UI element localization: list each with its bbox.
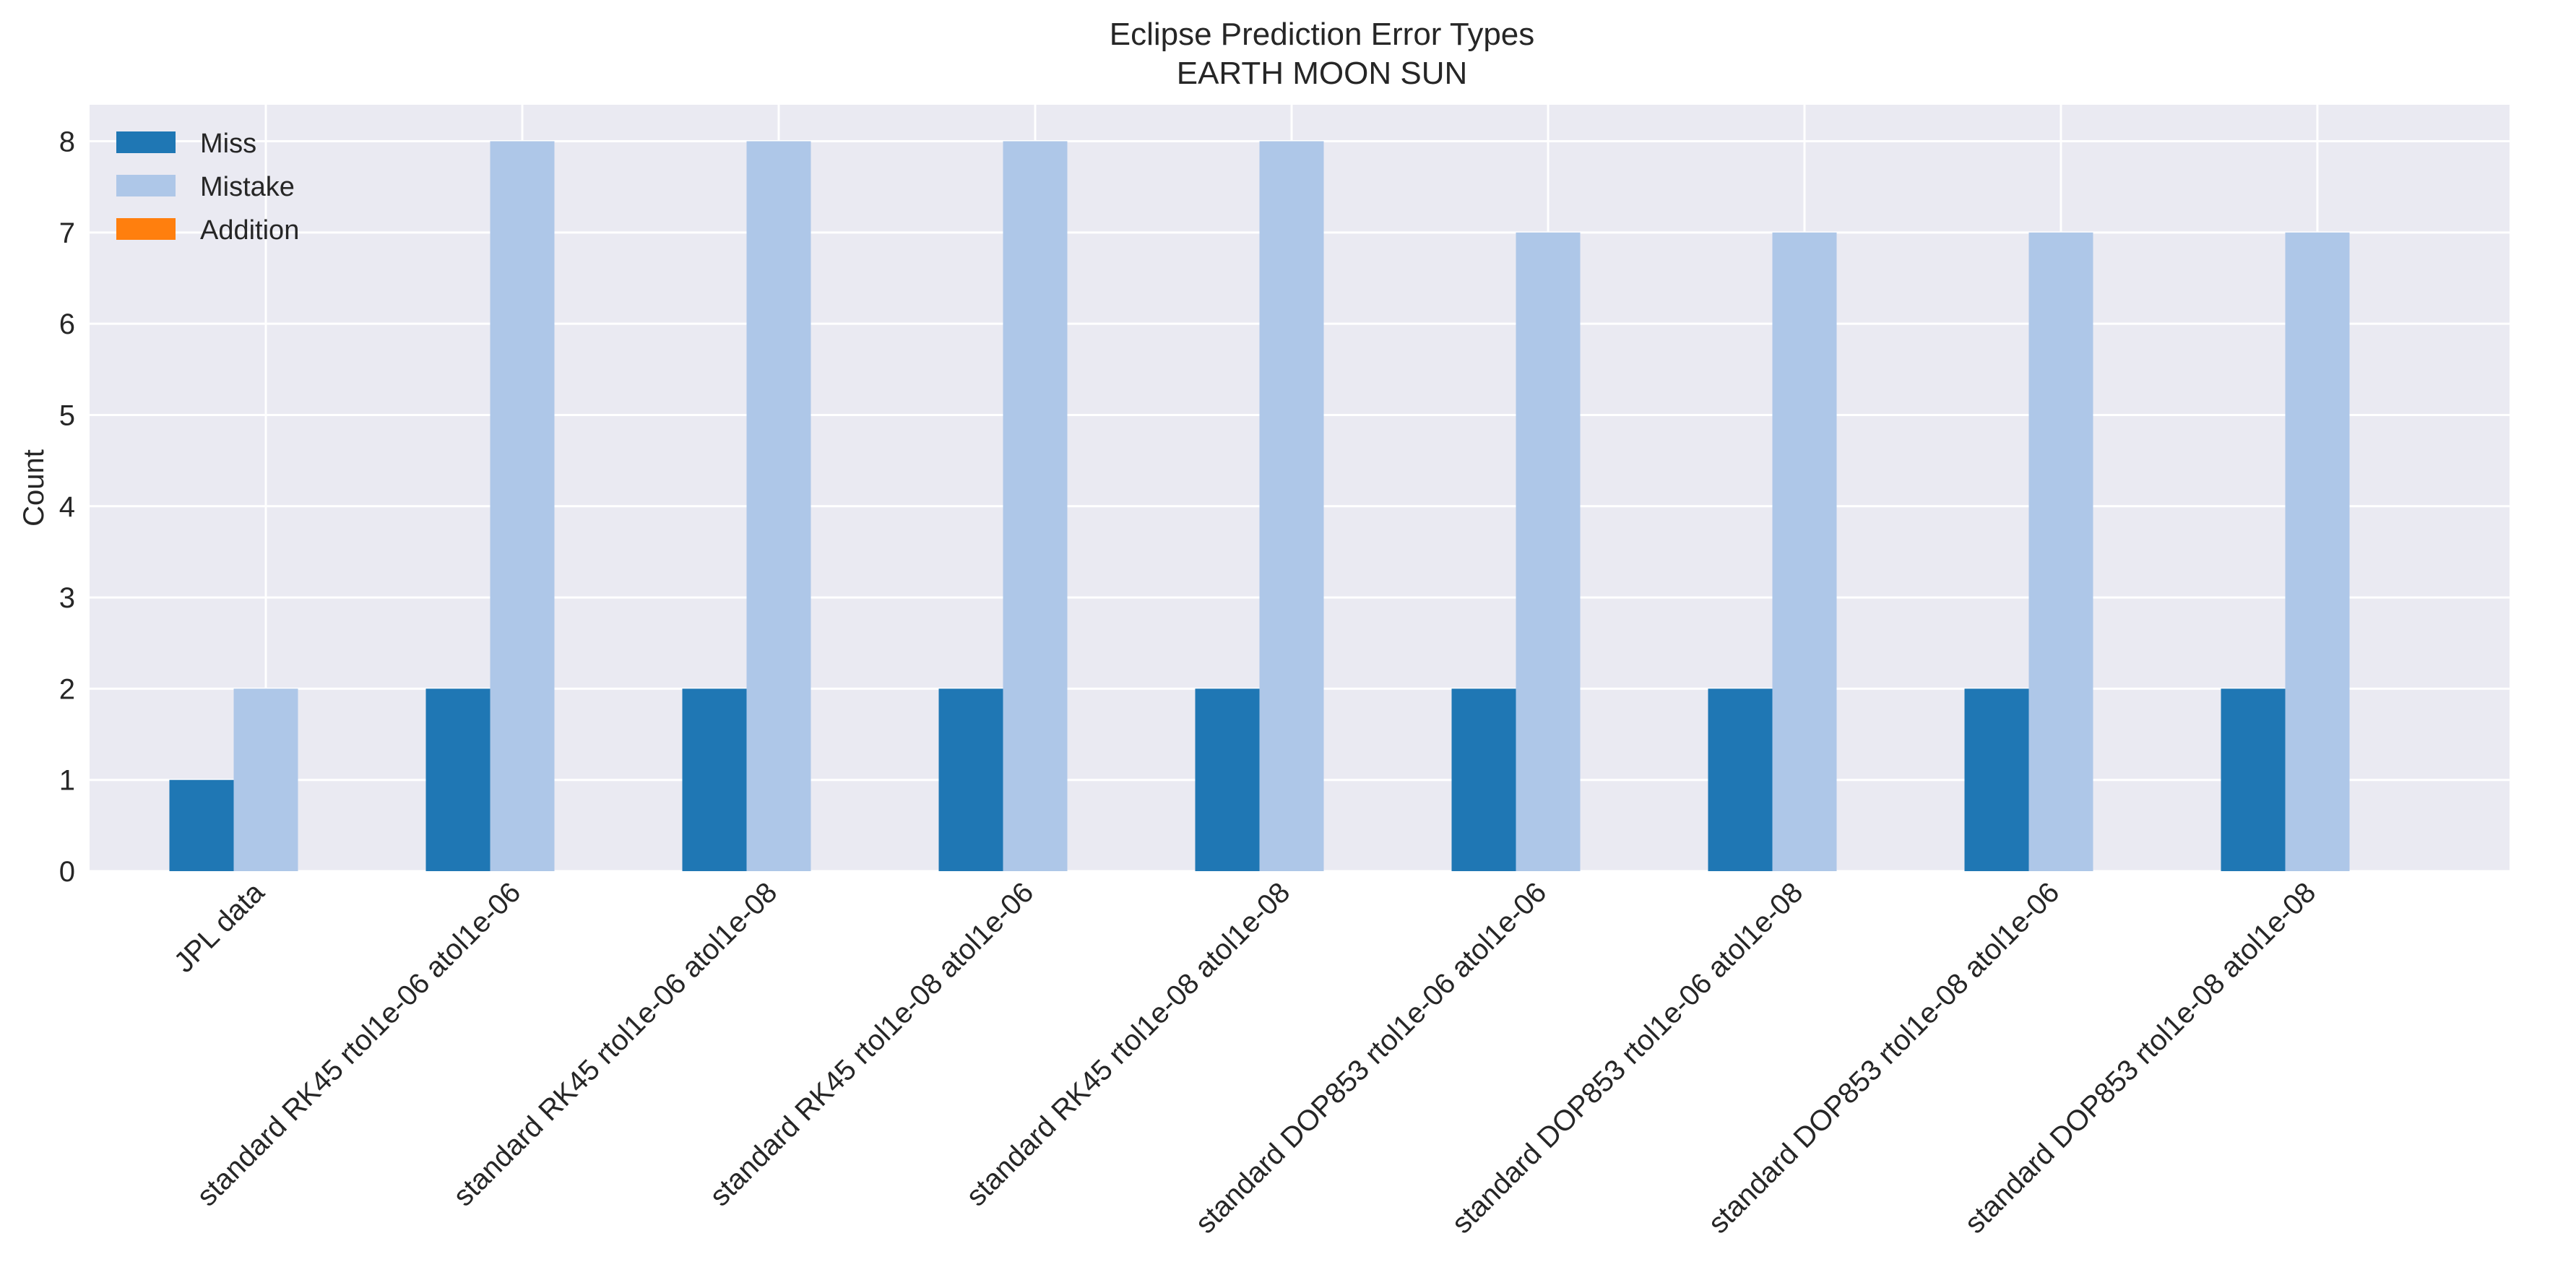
bar-miss (938, 688, 1003, 871)
legend-label-miss: Miss (200, 129, 256, 159)
bar-miss (2221, 688, 2286, 871)
bar-mistake (233, 688, 298, 871)
y-tick-label: 1 (59, 765, 75, 797)
bar-mistake (2028, 232, 2093, 871)
y-tick-label: 0 (59, 856, 75, 888)
chart-title: Eclipse Prediction Error Types (1110, 17, 1535, 52)
y-tick-label: 4 (59, 491, 75, 523)
bar-miss (682, 688, 747, 871)
bar-miss (1195, 688, 1260, 871)
y-axis-label: Count (18, 449, 50, 527)
bar-miss (425, 688, 490, 871)
y-tick-label: 6 (59, 308, 75, 340)
bar-miss (1964, 688, 2029, 871)
bar-mistake (1772, 232, 1837, 871)
bar-mistake (1516, 232, 1581, 871)
bar-mistake (1259, 141, 1324, 871)
y-tick-label: 2 (59, 673, 75, 705)
legend-swatch-addition (116, 218, 176, 240)
bar-miss (169, 779, 234, 871)
y-tick-label: 8 (59, 126, 75, 158)
y-tick-label: 7 (59, 217, 75, 249)
legend-label-addition: Addition (200, 215, 299, 246)
bar-mistake (2285, 232, 2350, 871)
legend: Miss Mistake Addition (116, 129, 299, 246)
bar-miss (1708, 688, 1773, 871)
legend-swatch-miss (116, 131, 176, 153)
legend-swatch-mistake (116, 175, 176, 196)
y-tick-label: 5 (59, 399, 75, 431)
bar-mistake (746, 141, 811, 871)
chart-subtitle: EARTH MOON SUN (1177, 56, 1468, 91)
legend-label-mistake: Mistake (200, 172, 295, 202)
bar-miss (1451, 688, 1516, 871)
x-tick-label: JPL data (168, 876, 271, 979)
bar-mistake (1003, 141, 1068, 871)
y-tick-label: 3 (59, 582, 75, 614)
bar-mistake (490, 141, 555, 871)
